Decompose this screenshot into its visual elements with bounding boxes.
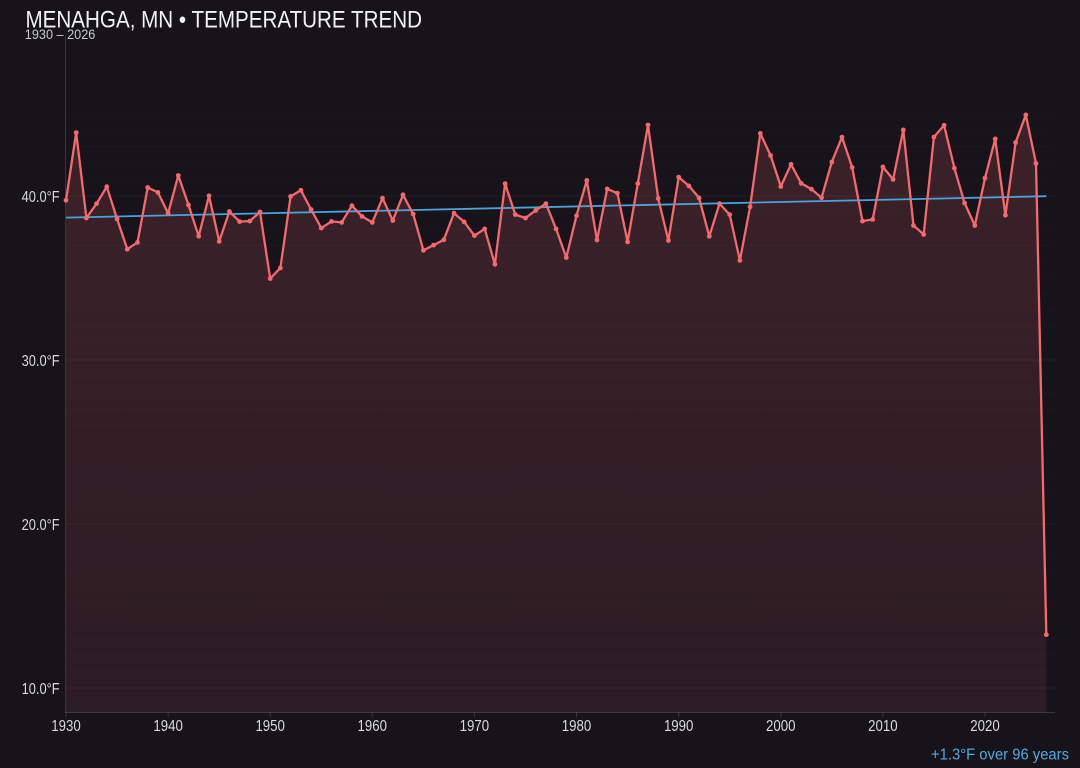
svg-text:10.0°F: 10.0°F — [22, 681, 60, 698]
svg-text:20.0°F: 20.0°F — [22, 517, 60, 534]
svg-text:MENAHGA, MN • TEMPERATURE TREN: MENAHGA, MN • TEMPERATURE TREND — [26, 7, 423, 34]
svg-text:40.0°F: 40.0°F — [22, 189, 60, 206]
svg-text:1930 – 2026: 1930 – 2026 — [25, 27, 96, 42]
svg-text:1930: 1930 — [51, 718, 81, 735]
svg-text:1970: 1970 — [460, 718, 490, 735]
svg-text:1990: 1990 — [664, 718, 694, 735]
svg-text:+1.3°F over 96 years: +1.3°F over 96 years — [931, 747, 1069, 764]
svg-text:1980: 1980 — [562, 718, 592, 735]
svg-text:2020: 2020 — [970, 718, 1000, 735]
svg-text:1960: 1960 — [358, 718, 388, 735]
svg-text:1940: 1940 — [153, 718, 183, 735]
svg-text:1950: 1950 — [255, 718, 285, 735]
svg-text:30.0°F: 30.0°F — [22, 353, 60, 370]
svg-text:2000: 2000 — [766, 718, 796, 735]
svg-text:2010: 2010 — [868, 718, 898, 735]
